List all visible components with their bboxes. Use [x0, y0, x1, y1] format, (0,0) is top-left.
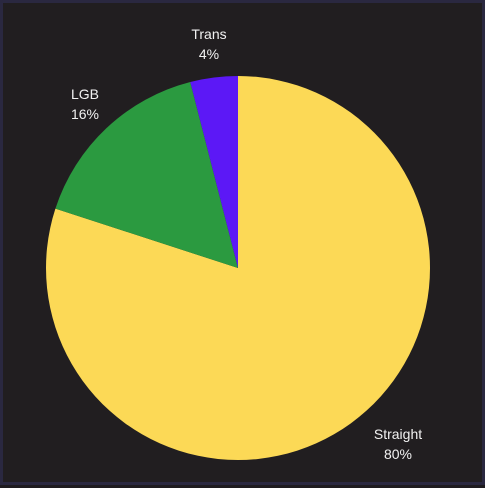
pie-slice-lgb [55, 82, 238, 268]
slice-label-lgb: LGB [71, 86, 99, 102]
slice-value-trans: 4% [199, 46, 219, 62]
slice-value-lgb: 16% [71, 106, 99, 122]
pie-slice-straight [45, 76, 431, 460]
slice-value-straight: 80% [384, 446, 412, 462]
slice-label-trans: Trans [191, 26, 226, 42]
slice-label-straight: Straight [374, 426, 422, 442]
pie-slice-trans [190, 76, 238, 268]
pie-chart: Straight 80% LGB 16% Trans 4% [45, 26, 431, 462]
